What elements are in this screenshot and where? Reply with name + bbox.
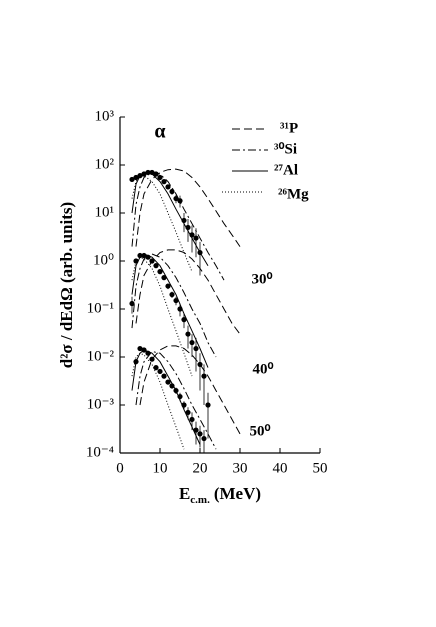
data-point	[157, 269, 163, 275]
data-point	[133, 359, 139, 365]
data-point	[189, 232, 195, 238]
legend-label: ³⁰Si	[274, 141, 297, 157]
data-point	[169, 383, 175, 389]
legend-label: ²⁶Mg	[278, 186, 309, 202]
data-point	[173, 195, 179, 202]
data-point	[197, 249, 203, 256]
y-axis-label: d²σ / dEdΩ (arb. units)	[57, 202, 76, 368]
data-point	[129, 300, 135, 307]
y-tick-label: 10⁰	[93, 252, 114, 268]
data-point	[145, 254, 151, 260]
data-point	[197, 431, 203, 437]
data-point	[201, 373, 207, 379]
data-point	[165, 379, 171, 385]
data-point	[141, 252, 147, 259]
data-point	[161, 179, 167, 185]
y-tick-label: 10³	[95, 108, 115, 124]
data-point	[205, 402, 211, 408]
data-point	[153, 171, 159, 177]
legend-label: ²⁷Al	[274, 162, 298, 178]
x-axis-label: Ec.m. (MeV)	[179, 484, 261, 506]
data-point	[169, 291, 175, 298]
data-point	[193, 235, 199, 241]
angle-label: 50⁰	[249, 423, 270, 439]
y-tick-label: 10⁻⁴	[86, 444, 114, 460]
x-label-symbol: E	[179, 484, 190, 503]
data-point	[149, 169, 155, 176]
model-curve	[131, 171, 225, 281]
data-point	[141, 171, 147, 177]
y-tick-label: 10⁻¹	[87, 300, 114, 316]
alpha-label: α	[154, 121, 165, 143]
x-tick-label: 30	[233, 460, 248, 476]
data-point	[173, 297, 179, 304]
x-tick-label: 40	[273, 460, 288, 476]
data-point	[193, 345, 199, 352]
data-point	[181, 217, 187, 224]
data-point	[189, 416, 195, 423]
data-point	[153, 365, 159, 371]
data-point	[129, 176, 135, 183]
data-point	[137, 345, 143, 352]
x-tick-label: 0	[116, 460, 124, 476]
data-point	[133, 174, 139, 181]
model-curve	[135, 249, 241, 335]
data-point	[169, 188, 175, 195]
model-curve	[131, 253, 217, 358]
data-point	[145, 350, 151, 356]
data-point	[201, 435, 207, 442]
data-point	[161, 373, 167, 379]
x-tick-label: 20	[193, 460, 208, 476]
data-point	[165, 283, 171, 289]
data-point	[145, 169, 151, 176]
data-point	[189, 339, 195, 346]
model-curve	[131, 352, 185, 450]
y-tick-label: 10⁻³	[87, 396, 115, 412]
data-point	[185, 224, 191, 231]
data-point	[181, 402, 187, 408]
y-tick-label: 10²	[95, 156, 115, 172]
data-point	[177, 393, 183, 400]
angle-label: 40⁰	[252, 361, 273, 377]
data-point	[137, 252, 143, 259]
x-label-unit: (MeV)	[214, 484, 261, 503]
data-point	[185, 409, 191, 416]
x-tick-label: 50	[313, 460, 328, 476]
legend-label: ³¹P	[280, 120, 298, 136]
model-curve	[131, 349, 201, 445]
data-point	[157, 368, 163, 375]
data-point	[141, 347, 147, 353]
data-point	[165, 184, 171, 190]
data-point	[161, 275, 167, 281]
data-point	[157, 174, 163, 181]
data-point	[149, 356, 155, 362]
data-point	[173, 387, 179, 394]
data-point	[133, 258, 139, 264]
y-tick-label: 10⁻²	[87, 348, 115, 364]
x-label-subscript: c.m.	[190, 494, 210, 506]
plot-area	[129, 168, 241, 453]
y-tick-label: 10¹	[95, 204, 115, 220]
data-point	[177, 306, 183, 312]
data-point	[193, 427, 199, 433]
data-point	[185, 331, 191, 337]
x-tick-label: 10	[153, 460, 168, 476]
data-point	[181, 317, 187, 323]
model-curve	[131, 253, 209, 368]
angle-label: 30⁰	[251, 271, 272, 287]
model-curve	[131, 256, 193, 377]
model-curve	[135, 350, 217, 450]
data-point	[177, 198, 183, 204]
data-point	[149, 258, 155, 264]
data-point	[137, 173, 143, 179]
data-point	[153, 263, 159, 269]
